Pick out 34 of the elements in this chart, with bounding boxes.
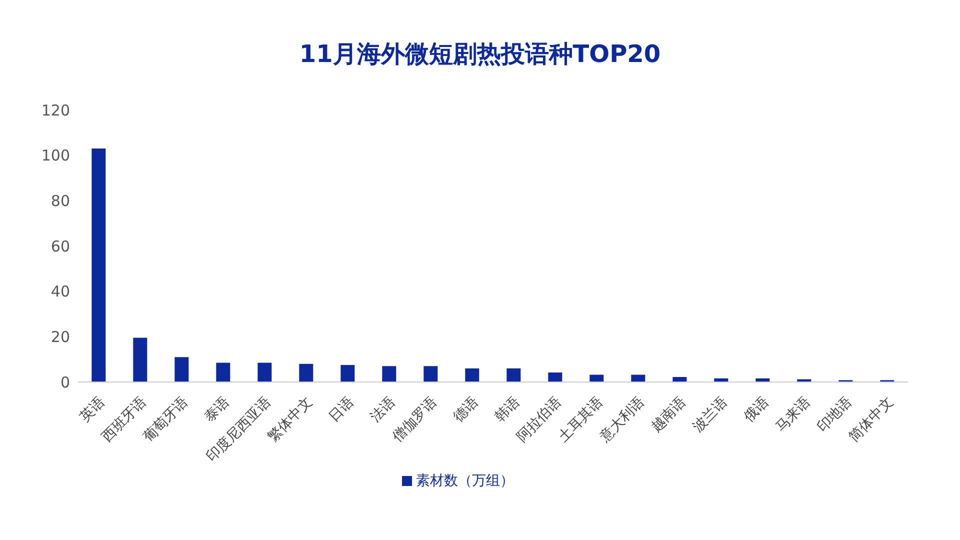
x-tick-label: 英语 xyxy=(77,394,108,426)
x-tick-label: 德语 xyxy=(450,394,482,426)
bar xyxy=(133,338,148,382)
bar xyxy=(506,368,521,382)
bar xyxy=(672,377,687,382)
bar xyxy=(548,372,562,382)
legend-label: 素材数（万组） xyxy=(416,473,514,489)
bar xyxy=(216,362,230,382)
chart-title: 11月海外微短剧热投语种TOP20 xyxy=(298,39,662,70)
bar xyxy=(424,366,438,382)
x-tick-label: 法语 xyxy=(368,394,399,426)
bar xyxy=(258,362,272,382)
bar xyxy=(299,364,314,382)
x-tick-label: 泰语 xyxy=(202,394,233,426)
bar xyxy=(631,374,646,382)
x-tick-label: 俄语 xyxy=(741,394,772,426)
bar xyxy=(382,366,396,382)
y-tick-label: 60 xyxy=(50,237,70,256)
bar xyxy=(465,368,480,382)
y-tick-label: 120 xyxy=(41,101,70,120)
bar xyxy=(340,365,355,382)
y-tick-label: 100 xyxy=(41,146,70,165)
bar xyxy=(174,357,189,382)
x-tick-label: 韩语 xyxy=(492,394,524,426)
y-tick-label: 80 xyxy=(50,192,70,210)
bar xyxy=(92,148,106,382)
x-tick-label: 日语 xyxy=(326,394,358,426)
x-tick-label: 越南语 xyxy=(648,394,690,436)
y-tick-label: 0 xyxy=(60,373,70,392)
y-tick-label: 40 xyxy=(50,282,70,301)
x-tick-label: 波兰语 xyxy=(690,394,731,436)
x-tick-label: 马来语 xyxy=(772,394,814,436)
y-tick-label: 20 xyxy=(50,328,70,346)
bar xyxy=(590,374,604,382)
